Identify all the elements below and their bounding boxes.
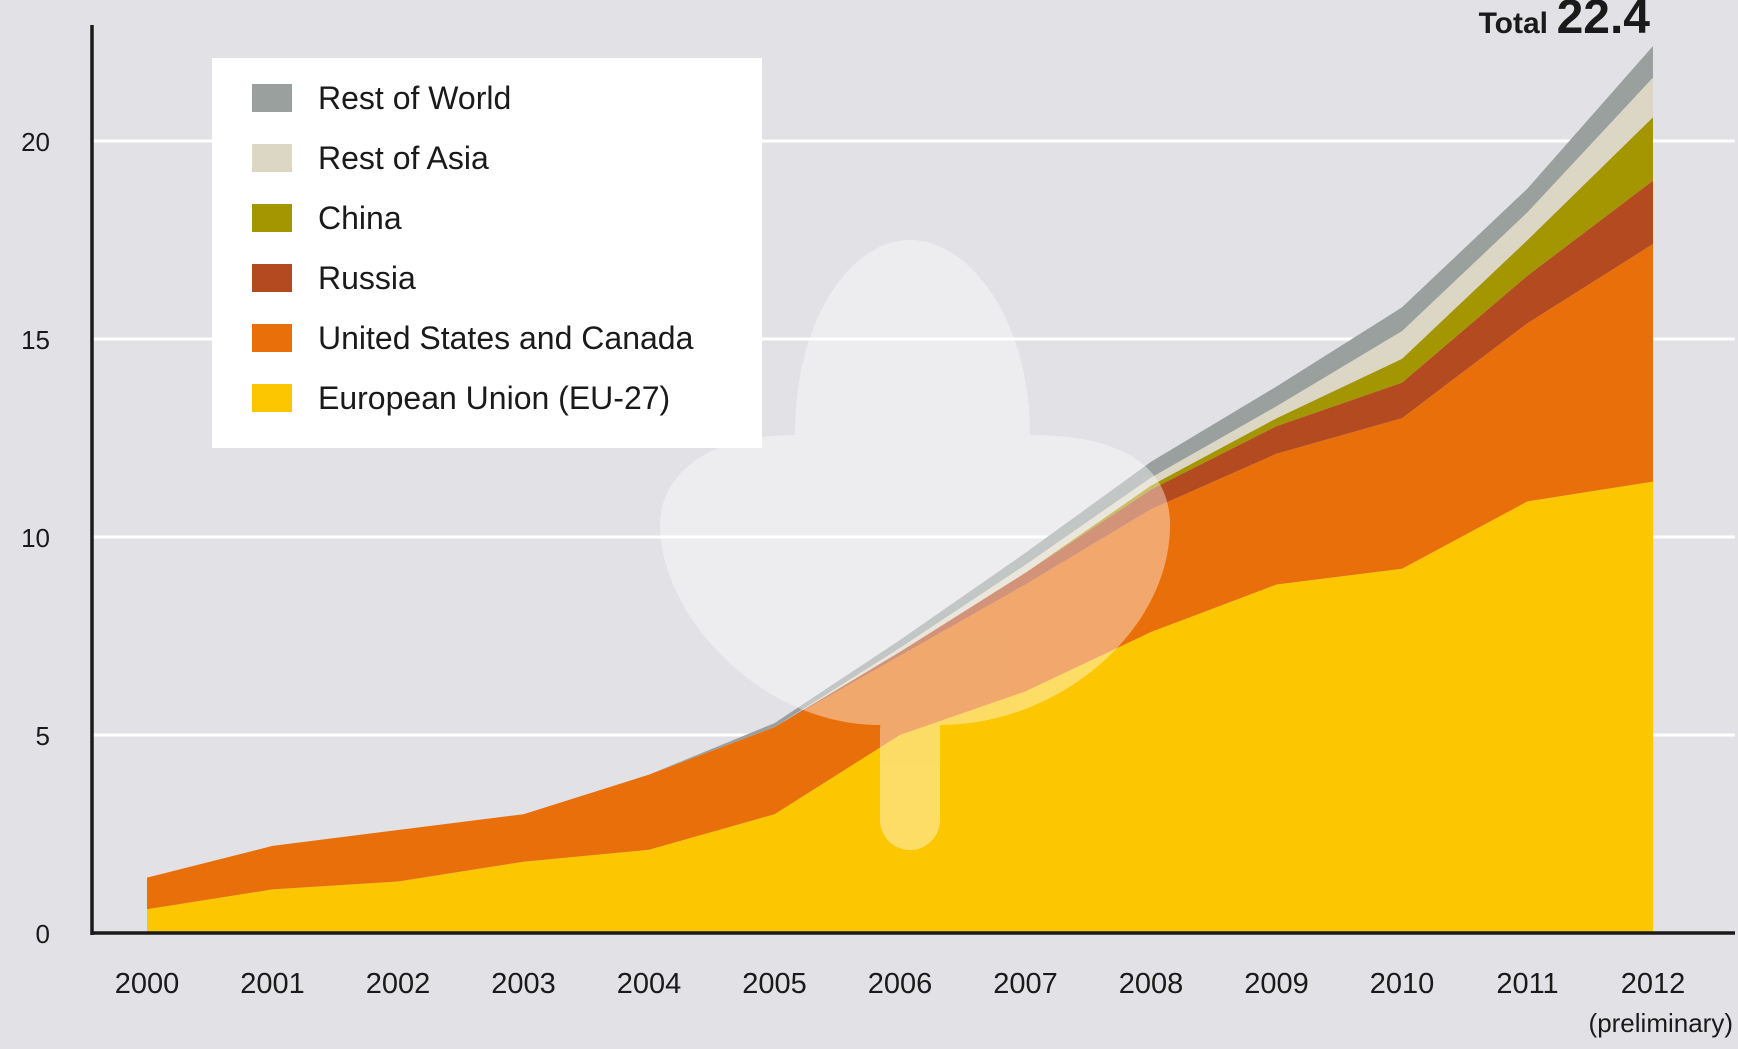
area-european-union-eu-27 [147,481,1653,933]
legend-box [212,58,762,448]
legend-swatch-rest-of-world [252,84,292,112]
y-tick-label: 15 [21,325,50,355]
legend-swatch-china [252,204,292,232]
legend-swatch-united-states-and-canada [252,324,292,352]
x-tick-label: 2004 [617,968,682,1000]
y-tick-label: 5 [36,721,50,751]
watermark-stem [880,700,940,850]
legend-label-china: China [318,200,402,236]
total-value: 22.4 [1557,0,1651,44]
x-tick-label: 2000 [115,968,180,1000]
total-label: Total [1479,7,1548,40]
x-axis-note: (preliminary) [1589,1008,1733,1038]
legend: Rest of World Rest of Asia China Russia Unit… [212,58,762,448]
x-tick-label: 2010 [1370,968,1435,1000]
x-tick-label: 2005 [742,968,807,1000]
legend-label-united-states-and-canada: United States and Canada [318,320,694,356]
y-tick-label: 0 [36,919,50,949]
legend-swatch-european-union-eu-27 [252,384,292,412]
area-series [147,46,1653,933]
legend-label-rest-of-asia: Rest of Asia [318,140,489,176]
total-annotation: Total 22.4 [1479,0,1651,44]
watermark-leaf [660,240,1170,725]
y-tick-label: 10 [21,523,50,553]
x-tick-label: 2012 [1621,968,1686,1000]
legend-label-rest-of-world: Rest of World [318,80,511,116]
x-tick-label: 2001 [240,968,305,1000]
legend-label-russia: Russia [318,260,416,296]
x-tick-label: 2009 [1244,968,1309,1000]
y-tick-labels: 0 5 10 15 20 [21,127,50,949]
x-tick-label: 2008 [1119,968,1184,1000]
x-tick-label: 2003 [491,968,556,1000]
y-tick-label: 20 [21,127,50,157]
x-tick-labels: 2000 2001 2002 2003 2004 2005 2006 2007 2008 2009… [115,968,1686,1000]
axes [90,25,1735,935]
x-tick-label: 2006 [868,968,933,1000]
watermark-logo [660,240,1170,850]
x-tick-label: 2002 [366,968,431,1000]
legend-swatch-russia [252,264,292,292]
legend-items: Rest of World Rest of Asia China Russia Unit… [252,80,694,416]
legend-swatch-rest-of-asia [252,144,292,172]
x-tick-label: 2011 [1496,968,1558,1000]
x-tick-label: 2007 [993,968,1058,1000]
legend-label-european-union-eu-27: European Union (EU-27) [318,380,670,416]
